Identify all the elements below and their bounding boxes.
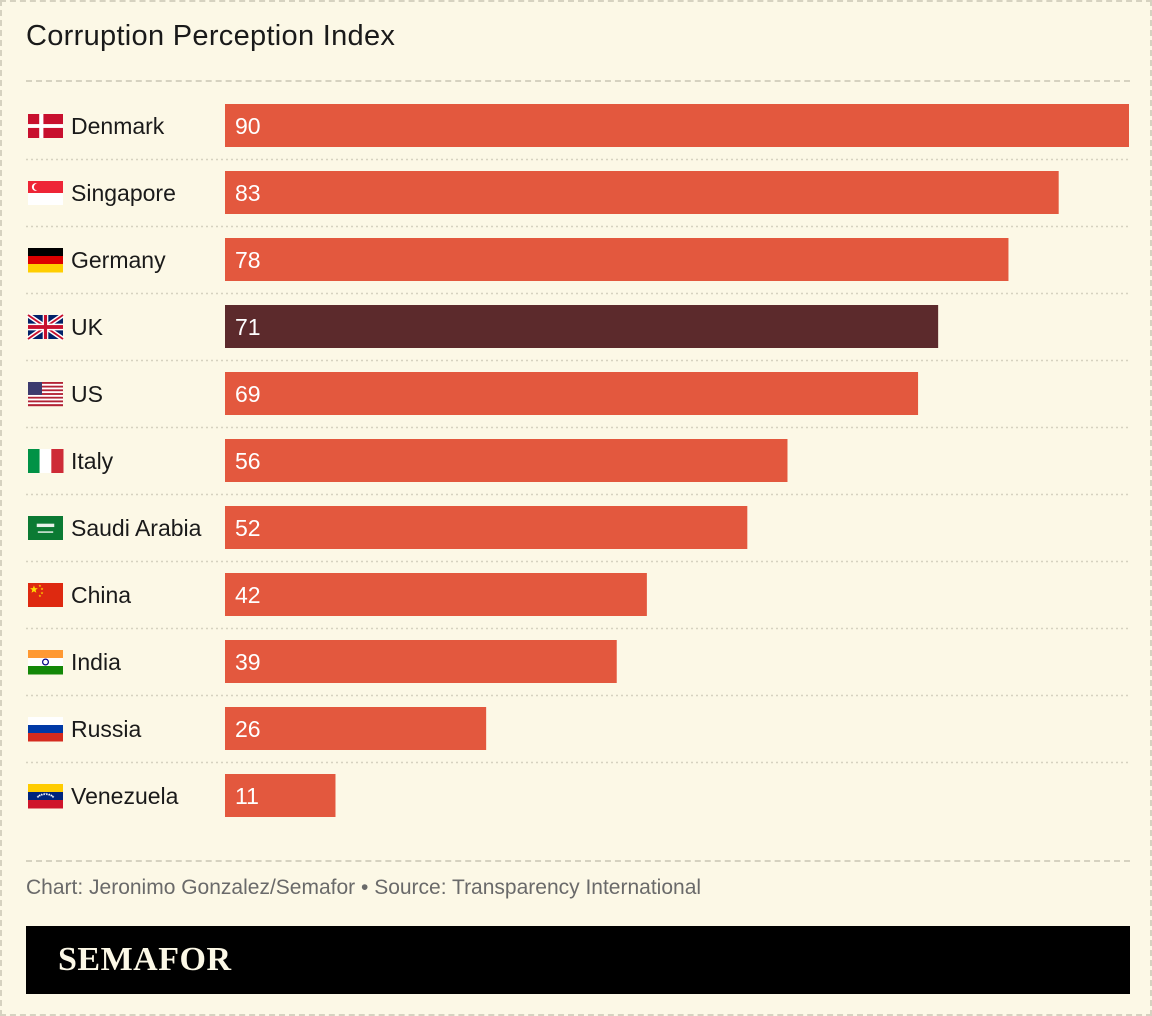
category-label: Russia bbox=[71, 716, 142, 742]
value-label: 56 bbox=[235, 448, 261, 474]
singapore-flag-icon bbox=[28, 181, 63, 205]
source-line: Chart: Jeronimo Gonzalez/Semafor • Sourc… bbox=[26, 876, 701, 900]
bar-chart: Denmark 90 Singapore 83 Germany 78 UK 71 US 69 Ita… bbox=[26, 104, 1130, 817]
bar bbox=[225, 573, 647, 616]
chart-row-singapore: Singapore 83 bbox=[26, 158, 1130, 214]
italy-flag-icon bbox=[28, 449, 64, 473]
chart-row-saudi-arabia: Saudi Arabia 52 bbox=[26, 493, 1130, 549]
bar bbox=[225, 104, 1129, 147]
value-label: 39 bbox=[235, 649, 261, 675]
category-label: Venezuela bbox=[71, 783, 179, 809]
category-label: US bbox=[71, 381, 103, 407]
chart-row-russia: Russia 26 bbox=[26, 694, 1130, 750]
value-label: 26 bbox=[235, 716, 261, 742]
us-flag-icon bbox=[28, 382, 63, 407]
india-flag-icon bbox=[28, 650, 63, 675]
chart-source: Source: Transparency International bbox=[374, 876, 702, 899]
category-label: UK bbox=[71, 314, 104, 340]
bar bbox=[225, 640, 617, 683]
bar bbox=[225, 372, 919, 415]
value-label: 78 bbox=[235, 247, 261, 273]
category-label: Italy bbox=[71, 448, 114, 474]
bottom-divider bbox=[26, 860, 1130, 862]
bar bbox=[225, 171, 1059, 214]
category-label: Germany bbox=[71, 247, 166, 273]
chart-row-italy: Italy 56 bbox=[26, 426, 1130, 482]
denmark-flag-icon bbox=[28, 114, 63, 138]
top-divider bbox=[26, 80, 1130, 82]
venezuela-flag-icon bbox=[28, 784, 63, 809]
brand-logo: SEMAFOR bbox=[58, 941, 232, 978]
brand-bar: SEMAFOR bbox=[26, 926, 1130, 994]
value-label: 52 bbox=[235, 515, 261, 541]
china-flag-icon bbox=[28, 583, 63, 607]
value-label: 11 bbox=[235, 783, 259, 809]
category-label: Saudi Arabia bbox=[71, 515, 202, 541]
value-label: 83 bbox=[235, 180, 261, 206]
bar bbox=[225, 305, 939, 348]
bar bbox=[225, 238, 1009, 281]
value-label: 71 bbox=[235, 314, 261, 340]
chart-row-china: China 42 bbox=[26, 560, 1130, 616]
category-label: Denmark bbox=[71, 113, 165, 139]
chart-row-uk: UK 71 bbox=[26, 292, 1130, 348]
germany-flag-icon bbox=[28, 248, 63, 273]
category-label: India bbox=[71, 649, 121, 675]
bar bbox=[225, 707, 487, 750]
category-label: China bbox=[71, 582, 131, 608]
chart-row-germany: Germany 78 bbox=[26, 225, 1130, 281]
saudi-arabia-flag-icon bbox=[28, 516, 63, 540]
chart-row-india: India 39 bbox=[26, 627, 1130, 683]
bar bbox=[225, 774, 336, 817]
value-label: 42 bbox=[235, 582, 261, 608]
category-label: Singapore bbox=[71, 180, 176, 206]
uk-flag-icon bbox=[26, 313, 65, 341]
russia-flag-icon bbox=[28, 717, 63, 742]
credit-separator: • bbox=[360, 876, 369, 899]
chart-row-venezuela: Venezuela 11 bbox=[26, 761, 1130, 817]
bar bbox=[225, 439, 788, 482]
chart-row-us: US 69 bbox=[26, 359, 1130, 415]
chart-title: Corruption Perception Index bbox=[26, 20, 396, 52]
bar bbox=[225, 506, 748, 549]
chart-credit: Chart: Jeronimo Gonzalez/Semafor bbox=[26, 876, 356, 899]
value-label: 90 bbox=[235, 113, 261, 139]
chart-row-denmark: Denmark 90 bbox=[28, 104, 1129, 147]
value-label: 69 bbox=[235, 381, 261, 407]
